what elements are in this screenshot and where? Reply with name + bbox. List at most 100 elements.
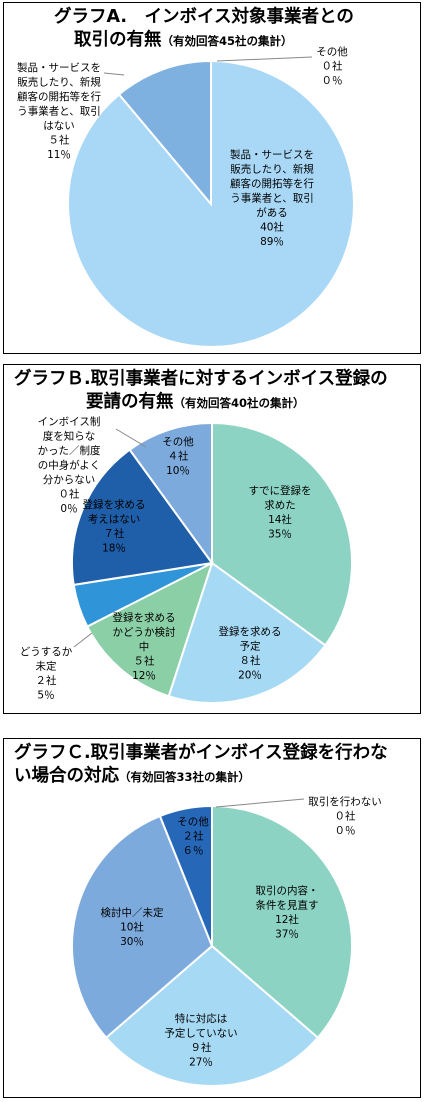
chart-b-panel: グラフＢ.取引事業者に対するインボイス登録の 要請の有無（有効回答40社の集計）…	[3, 364, 421, 714]
label-leader-line	[215, 798, 305, 808]
slice-label: 製品・サービスを販売したり、新規顧客の開拓等を行う事業者と、取引がある 40社 89…	[230, 148, 314, 248]
slice-label-line: ０社	[59, 488, 80, 501]
chart-c-panel: グラフＣ.取引事業者がインボイス登録を行わな い場合の対応（有効回答33社の集計…	[3, 738, 421, 1098]
slice-label-line: の中身がよく	[38, 459, 100, 472]
slice-label-line: う事業者と、取引	[17, 105, 101, 118]
slice-label-line: ５社	[134, 655, 155, 668]
slice-label-line: その他	[316, 45, 348, 58]
slice-label: その他 ２社 ６％	[177, 815, 209, 857]
slice-label-line: がある	[256, 206, 288, 219]
slice-label-line: インボイス制	[38, 415, 101, 428]
slice-label-line: 分からない	[43, 474, 96, 486]
slice-label-line: 18％	[102, 543, 126, 555]
chart-a-title: グラフA. インボイス対象事業者との 取引の有無（有効回答45社の集計）	[14, 6, 412, 53]
chart-a-svg: 製品・サービスを販売したり、新規顧客の開拓等を行う事業者と、取引がある 40社 89…	[17, 45, 355, 348]
slice-label-line: ２社	[36, 674, 57, 687]
label-leader-line	[216, 56, 313, 62]
slice-label-line: どうするか	[20, 646, 73, 658]
slice-label-line: 37％	[275, 929, 299, 941]
slice-label-line: 登録を求める	[83, 498, 146, 511]
slice-label-line: はない	[43, 120, 75, 132]
chart-b-title-main: グラフＢ.取引事業者に対するインボイス登録の	[14, 369, 388, 389]
slice-label-line: 条件を見直す	[256, 899, 319, 912]
slice-label-line: ０％	[335, 825, 356, 837]
slice-label-line: 30％	[120, 936, 144, 948]
slice-label-line: 製品・サービスを	[230, 148, 314, 161]
chart-c-title-main: グラフＣ.取引事業者がインボイス登録を行わな	[14, 743, 388, 763]
slice-label-line: 考えはない	[88, 514, 141, 526]
slice-label-line: すでに登録を	[248, 484, 311, 497]
slice-label: インボイス制度を知らなかった／制度の中身がよく分からない ０社 0％	[38, 415, 101, 515]
slice-label-line: かった／制度	[38, 444, 101, 457]
slice-label-line: 10％	[166, 465, 190, 477]
slice-label: 登録を求める予定８社 20％	[219, 625, 282, 682]
slice-label: 特に対応は予定していない９社 27％	[164, 1012, 237, 1069]
chart-a-panel: グラフA. インボイス対象事業者との 取引の有無（有効回答45社の集計） 製品・…	[3, 2, 421, 354]
slice-label-line: 登録を求める	[113, 611, 176, 624]
slice-label-line: 中	[139, 640, 150, 653]
slice-label: 検討中／未定 10社 30％	[101, 906, 164, 948]
slice-label-line: 89％	[260, 236, 284, 248]
chart-c-title-line2: い場合の対応	[14, 766, 119, 786]
slice-label-line: う事業者と、取引	[230, 192, 314, 205]
label-leader-line	[115, 428, 147, 448]
slice-label-line: 12社	[275, 913, 299, 926]
pie-slice	[211, 804, 353, 1040]
slice-label-line: 登録を求める	[219, 625, 282, 638]
slice-label-line: その他	[162, 435, 194, 448]
slice-label-line: 取引の内容・	[256, 884, 319, 897]
slice-label: 取引を行わない ０社 ０％	[308, 795, 382, 837]
slice-label-line: ２社	[183, 830, 204, 843]
slice-label-line: 検討中／未定	[101, 906, 164, 919]
pie-slice	[71, 814, 214, 1040]
slice-label-line: 11％	[47, 149, 71, 161]
slice-label-line: ５社	[49, 134, 70, 147]
slice-label-line: 未定	[36, 660, 57, 673]
chart-a-title-note: （有効回答45社の集計）	[161, 34, 293, 48]
chart-b-title-line2: 要請の有無	[86, 392, 174, 412]
slice-label-line: 予定	[240, 640, 261, 653]
pie-slice	[104, 944, 320, 1087]
slice-label-line: 取引を行わない	[308, 795, 382, 808]
slice-label-line: 27％	[189, 1057, 213, 1069]
slice-label-line: 販売したり、新規	[17, 76, 101, 89]
pie-slice	[158, 804, 213, 947]
slice-label-line: 顧客の開拓等を行	[230, 177, 314, 190]
chart-c-title-note: （有効回答33社の集計）	[119, 770, 251, 784]
chart-b-title: グラフＢ.取引事業者に対するインボイス登録の 要請の有無（有効回答40社の集計）	[14, 368, 412, 415]
slice-label: その他 ０社 ０％	[316, 45, 348, 87]
slice-label-line: 40社	[260, 221, 284, 234]
slice-label: 登録を求めるかどうか検討中 ５社 12％	[113, 611, 176, 682]
chart-a-title-line2: 取引の有無	[74, 30, 162, 50]
slice-label-line: 35％	[268, 529, 292, 541]
slice-label-line: ７社	[104, 527, 125, 540]
chart-a-title-main: グラフA. インボイス対象事業者との	[54, 7, 354, 27]
label-leader-line	[103, 72, 125, 76]
slice-label-line: 10社	[120, 921, 144, 934]
slice-label-line: 製品・サービスを	[17, 61, 101, 74]
slice-label-line: ８社	[240, 654, 261, 667]
chart-b-title-note: （有効回答40社の集計）	[173, 396, 305, 410]
slice-label: どうするか未定２社 5％	[20, 646, 73, 702]
label-leader-line	[73, 632, 93, 648]
slice-label-line: ０社	[322, 60, 343, 73]
chart-c-svg: 取引の内容・条件を見直す 12社 37％ 特に対応は予定していない９社 27％ 検討中／未…	[71, 795, 382, 1087]
slice-label-line: 14社	[268, 513, 292, 526]
slice-label-line: かどうか検討	[113, 626, 176, 639]
pie-slice	[117, 59, 212, 207]
slice-label-line: ０社	[335, 810, 356, 823]
pie-slice	[211, 421, 353, 647]
pie-slice	[85, 561, 214, 698]
slice-label-line: ９社	[191, 1041, 212, 1054]
slice-label-line: 5％	[37, 690, 54, 702]
slice-label-line: 顧客の開拓等を行	[17, 90, 101, 103]
pie-slice	[128, 421, 213, 567]
slice-label-line: 0％	[60, 503, 77, 515]
slice-label-line: 12％	[132, 670, 156, 682]
slice-label: 製品・サービスを販売したり、新規顧客の開拓等を行う事業者と、取引はない ５社 11％	[17, 61, 101, 161]
pie-slice	[167, 561, 327, 704]
slice-label-line: 特に対応は	[175, 1012, 228, 1025]
slice-label-line: 20％	[238, 670, 262, 682]
chart-c-title: グラフＣ.取引事業者がインボイス登録を行わな い場合の対応（有効回答33社の集計…	[14, 742, 412, 789]
slice-label-line: その他	[177, 815, 209, 828]
